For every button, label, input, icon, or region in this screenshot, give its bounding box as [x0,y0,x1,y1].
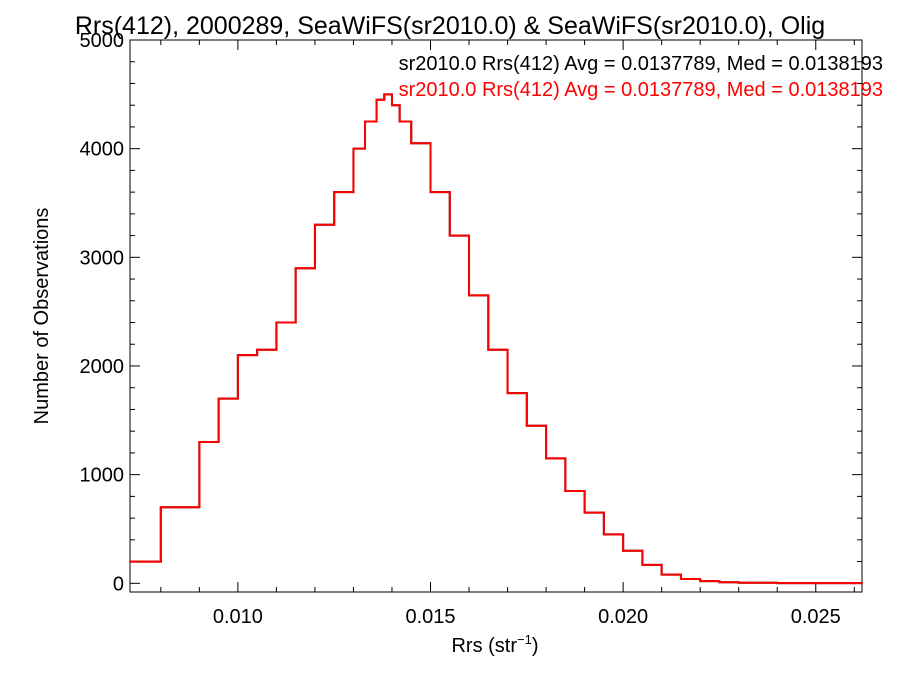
x-axis-label-superscript: −1 [517,632,532,647]
legend-entry-red: sr2010.0 Rrs(412) Avg = 0.0137789, Med =… [399,79,883,101]
histogram-series-red [130,93,863,585]
y-tick-label: 3000 [80,247,125,269]
x-axis-label: Rrs (str−1) [451,632,538,657]
histogram-series-black [130,93,863,585]
y-tick-label: 0 [113,573,124,595]
plot-area: 0 1000 2000 3000 4000 5000 0.010 0.015 0.020 0.02… [80,30,863,628]
y-tick-label: 1000 [80,465,125,487]
x-tick-label: 0.015 [405,606,455,628]
y-axis-label: Number of Observations [31,208,53,425]
y-tick-label: 4000 [80,139,125,161]
legend: sr2010.0 Rrs(412) Avg = 0.0137789, Med =… [399,53,883,101]
x-axis-label-close: ) [532,635,539,657]
x-tick-label: 0.020 [598,606,648,628]
y-tick-label: 2000 [80,356,125,378]
plot-frame [129,39,863,593]
x-tick-label: 0.025 [791,606,841,628]
legend-entry-black: sr2010.0 Rrs(412) Avg = 0.0137789, Med =… [399,53,883,75]
x-tick-label: 0.010 [213,606,263,628]
y-tick-label: 5000 [80,30,125,52]
chart-title: Rrs(412), 2000289, SeaWiFS(sr2010.0) & S… [75,12,825,40]
x-axis-label-main: Rrs (str [451,635,517,657]
